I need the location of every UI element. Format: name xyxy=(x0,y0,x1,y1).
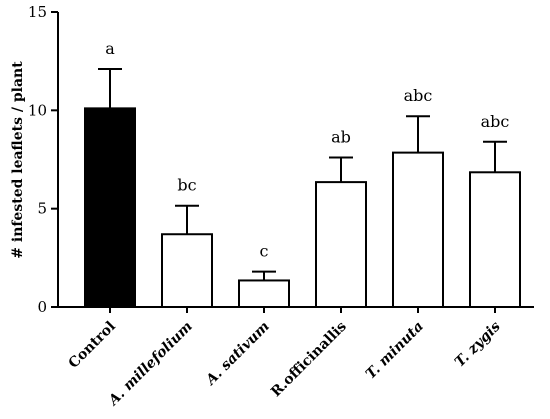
y-tick-label: 5 xyxy=(37,200,47,218)
y-tick-label: 0 xyxy=(37,298,47,316)
x-category-label: A. sativum xyxy=(202,319,273,390)
bar xyxy=(161,233,213,309)
x-category-label: T. zygis xyxy=(452,318,504,370)
significance-letter: ab xyxy=(331,128,351,147)
x-category-label: A. millefolium xyxy=(104,319,195,410)
y-tick-label: 15 xyxy=(28,3,47,21)
bar xyxy=(238,279,290,309)
x-category-label: T. minuta xyxy=(363,319,427,383)
bar xyxy=(315,181,367,308)
y-tick-label: 10 xyxy=(28,101,47,119)
x-category-label: Control xyxy=(66,319,119,372)
bar xyxy=(392,151,444,308)
significance-letter: c xyxy=(260,242,269,261)
bar xyxy=(469,171,521,308)
y-axis-title: # infested leaflets / plant xyxy=(10,61,26,259)
significance-letter: abc xyxy=(481,112,510,131)
significance-letter: abc xyxy=(404,86,433,105)
significance-letter: a xyxy=(105,39,115,58)
bar xyxy=(84,107,136,308)
significance-letter: bc xyxy=(177,176,196,195)
x-category-label: R.officinallis xyxy=(268,318,350,400)
